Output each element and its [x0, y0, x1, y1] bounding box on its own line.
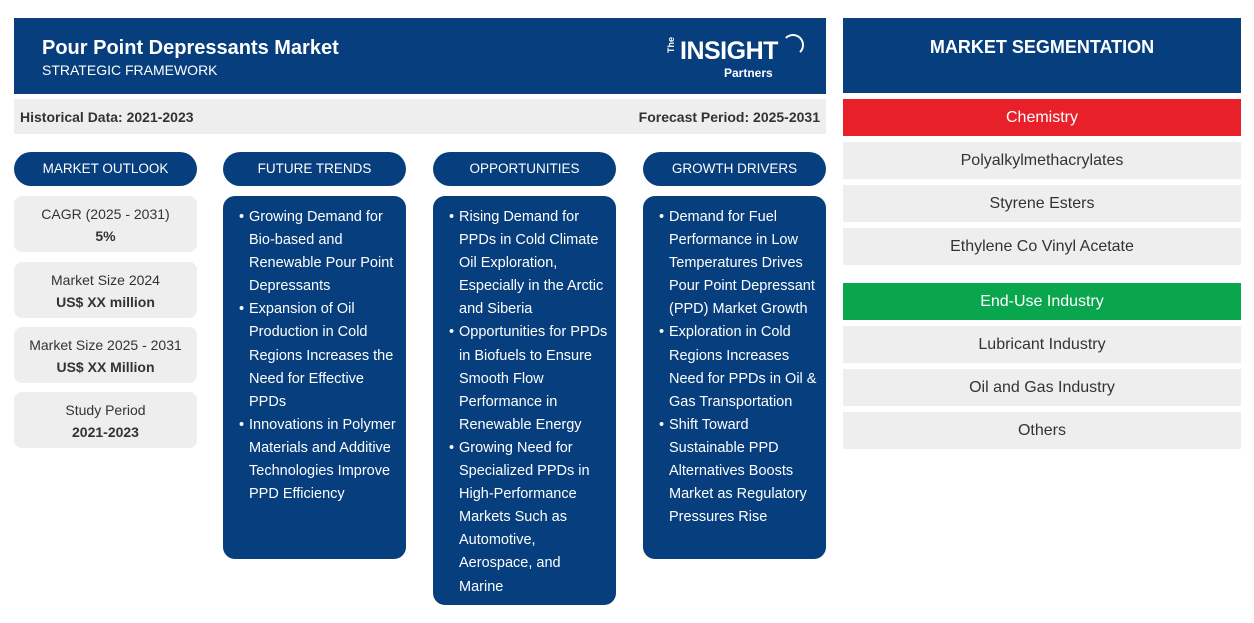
- stat-label: Study Period: [65, 402, 146, 418]
- stat-value: 5%: [95, 228, 116, 244]
- future-trends-header: FUTURE TRENDS: [223, 152, 406, 186]
- list-item: Opportunities for PPDs in Biofuels to En…: [449, 321, 608, 436]
- segment-item: Polyalkylmethacrylates: [843, 142, 1241, 179]
- period-bar: Historical Data: 2021-2023 Forecast Peri…: [14, 99, 826, 134]
- list-item: Rising Demand for PPDs in Cold Climate O…: [449, 206, 608, 321]
- stat-value: US$ XX million: [56, 294, 155, 310]
- list-item: Growing Demand for Bio-based and Renewab…: [239, 206, 398, 298]
- segment-item: Lubricant Industry: [843, 326, 1241, 363]
- logo-partners: Partners: [724, 66, 773, 80]
- stat-study-period: Study Period 2021-2023: [14, 392, 197, 448]
- page-subtitle: STRATEGIC FRAMEWORK: [42, 62, 218, 78]
- segment-item: Styrene Esters: [843, 185, 1241, 222]
- stat-value: US$ XX Million: [56, 359, 155, 375]
- segment-category-end-use: End-Use Industry: [843, 283, 1241, 320]
- segment-category-chemistry: Chemistry: [843, 99, 1241, 136]
- segmentation-header: MARKET SEGMENTATION: [843, 18, 1241, 93]
- market-outlook-header: MARKET OUTLOOK: [14, 152, 197, 186]
- opportunities-box: Rising Demand for PPDs in Cold Climate O…: [433, 196, 616, 605]
- list-item: Growing Need for Specialized PPDs in Hig…: [449, 437, 608, 599]
- stat-value: 2021-2023: [72, 424, 139, 440]
- stat-label: Market Size 2025 - 2031: [29, 337, 182, 353]
- header-banner: Pour Point Depressants Market STRATEGIC …: [14, 18, 826, 94]
- list-item: Exploration in Cold Regions Increases Ne…: [659, 321, 818, 413]
- list-item: Demand for Fuel Performance in Low Tempe…: [659, 206, 818, 321]
- stat-label: CAGR (2025 - 2031): [41, 206, 170, 222]
- logo-arc-icon: [782, 34, 804, 56]
- stat-label: Market Size 2024: [51, 272, 160, 288]
- insight-partners-logo: The INSIGHT Partners: [664, 34, 804, 84]
- growth-drivers-header: GROWTH DRIVERS: [643, 152, 826, 186]
- logo-the: The: [666, 37, 676, 54]
- growth-drivers-box: Demand for Fuel Performance in Low Tempe…: [643, 196, 826, 559]
- page-title: Pour Point Depressants Market: [42, 37, 339, 59]
- list-item: Expansion of Oil Production in Cold Regi…: [239, 298, 398, 413]
- historical-data: Historical Data: 2021-2023: [20, 109, 194, 125]
- segment-item: Others: [843, 412, 1241, 449]
- opportunities-header: OPPORTUNITIES: [433, 152, 616, 186]
- stat-market-size-2024: Market Size 2024 US$ XX million: [14, 262, 197, 318]
- segment-item: Oil and Gas Industry: [843, 369, 1241, 406]
- list-item: Innovations in Polymer Materials and Add…: [239, 414, 398, 506]
- logo-name: INSIGHT: [680, 37, 778, 65]
- stat-cagr: CAGR (2025 - 2031) 5%: [14, 196, 197, 252]
- future-trends-box: Growing Demand for Bio-based and Renewab…: [223, 196, 406, 559]
- segment-item: Ethylene Co Vinyl Acetate: [843, 228, 1241, 265]
- forecast-period: Forecast Period: 2025-2031: [638, 109, 820, 125]
- list-item: Shift Toward Sustainable PPD Alternative…: [659, 414, 818, 529]
- stat-market-size-forecast: Market Size 2025 - 2031 US$ XX Million: [14, 327, 197, 383]
